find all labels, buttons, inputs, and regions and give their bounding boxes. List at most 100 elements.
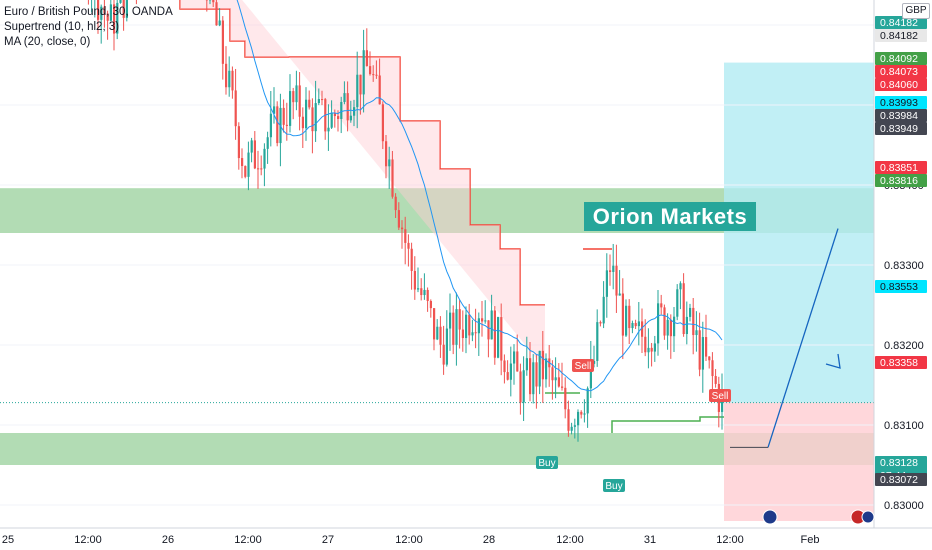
candle-body	[103, 6, 106, 14]
candle-body	[221, 20, 224, 64]
price-label-badge[interactable]	[875, 29, 927, 42]
candle-body	[711, 360, 714, 377]
supertrend-line[interactable]	[0, 0, 545, 306]
candle-body	[397, 210, 400, 228]
price-label-badge[interactable]	[875, 78, 927, 91]
candle-body	[308, 99, 311, 108]
candle-body	[353, 107, 356, 116]
price-label-badge[interactable]	[875, 174, 927, 187]
candle-body	[695, 330, 698, 336]
time-tick-label: 12:00	[556, 534, 584, 546]
ma-legend[interactable]: MA (20, close, 0)	[4, 36, 91, 48]
candle-body	[698, 330, 701, 370]
candle-body	[625, 305, 628, 336]
price-label-badge[interactable]	[875, 16, 927, 29]
buy-signal-badge[interactable]	[603, 479, 625, 492]
candle-body	[106, 13, 109, 21]
candle-body	[269, 113, 272, 138]
candle-body	[244, 166, 247, 177]
candle-body	[439, 326, 442, 345]
candle-body	[634, 322, 637, 327]
candle-body	[298, 85, 301, 117]
candle-body	[647, 347, 650, 353]
candle-body	[122, 0, 125, 18]
moving-average-line[interactable]	[2, 0, 723, 392]
candle-body	[260, 168, 263, 170]
candle-body	[343, 93, 346, 102]
buy-signal-badge[interactable]	[536, 456, 558, 469]
price-label-badge[interactable]	[875, 52, 927, 65]
candle-body	[337, 116, 340, 119]
currency-badge[interactable]: GBP	[902, 3, 930, 19]
supertrend-fill	[180, 0, 545, 369]
candle-body	[375, 74, 378, 76]
candle-body	[394, 196, 397, 211]
price-tick-label: 0.83300	[884, 260, 924, 272]
candle-body	[365, 50, 368, 67]
candle-body	[455, 309, 458, 345]
candle-body	[545, 358, 548, 380]
candle-body	[314, 103, 317, 132]
candle-body	[295, 85, 298, 103]
price-label-badge[interactable]	[875, 96, 927, 109]
candle-body	[541, 350, 544, 380]
candle-body	[685, 316, 688, 335]
price-label-text: 0.83984	[880, 110, 918, 122]
candle-body	[381, 104, 384, 142]
candle-body	[359, 74, 362, 95]
candle-body	[701, 337, 704, 370]
candle-body	[570, 426, 573, 431]
candle-body	[333, 113, 336, 117]
price-label-badge[interactable]	[875, 473, 927, 486]
economic-event-flag[interactable]	[762, 509, 778, 525]
candle-body	[516, 351, 519, 372]
candle-body	[289, 91, 292, 126]
candle-body	[340, 101, 343, 119]
price-label-badge[interactable]	[875, 65, 927, 78]
buy-signal-label: Buy	[605, 481, 622, 492]
candle-body	[593, 360, 596, 364]
price-label-badge[interactable]	[875, 109, 927, 122]
candle-body	[663, 307, 666, 336]
price-label-badge[interactable]	[875, 161, 927, 174]
sell-signal-badge[interactable]	[572, 359, 594, 372]
price-label-text: 0.84073	[880, 66, 918, 78]
supertrend-up-line[interactable]	[545, 392, 724, 433]
candle-body	[621, 293, 624, 336]
candle-body	[532, 362, 535, 395]
target-zone[interactable]	[724, 62, 874, 403]
candle-body	[602, 296, 605, 324]
candle-body	[311, 107, 314, 132]
candle-body	[388, 159, 391, 167]
candle-body	[218, 20, 221, 26]
candle-body	[561, 386, 564, 388]
price-label-badge[interactable]	[875, 122, 927, 135]
projection-arrow[interactable]	[767, 228, 839, 448]
candle-body	[317, 99, 320, 104]
price-label-badge[interactable]	[875, 356, 927, 369]
candle-body	[292, 91, 295, 103]
price-label-badge[interactable]	[875, 280, 927, 293]
candle-body	[535, 362, 538, 387]
candle-body	[471, 332, 474, 336]
candle-body	[493, 310, 496, 358]
candle-body	[321, 99, 324, 101]
price-label-text: 0.83851	[880, 162, 918, 174]
stop-zone[interactable]	[724, 402, 874, 521]
candle-body	[266, 137, 269, 149]
candle-body	[474, 332, 477, 334]
candle-body	[433, 308, 436, 340]
sell-signal-badge[interactable]	[709, 389, 731, 402]
candle-body	[461, 329, 464, 339]
supertrend-legend[interactable]: Supertrend (10, hl2, 3)	[4, 21, 120, 33]
time-tick-label: 12:00	[716, 534, 744, 546]
candle-body	[650, 347, 653, 352]
symbol-title[interactable]: Euro / British Pound, 30, OANDA	[4, 6, 173, 18]
chart-legend: Euro / British Pound, 30, OANDA Supertre…	[4, 5, 173, 50]
economic-event-flag[interactable]	[861, 510, 875, 524]
candle-body	[605, 270, 608, 297]
buy-signal-label: Buy	[538, 458, 555, 469]
candle-body	[705, 337, 708, 357]
candle-body	[378, 75, 381, 105]
